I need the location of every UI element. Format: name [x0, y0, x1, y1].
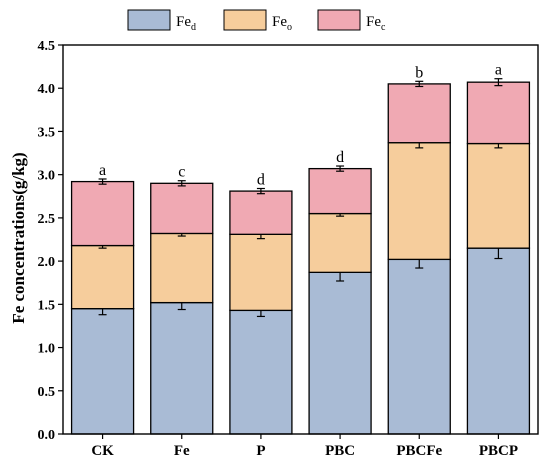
y-axis-label: Fe concentrations(g/kg) — [9, 152, 28, 323]
legend-label-fe-o: Feo — [272, 14, 292, 33]
bar-pbcfe-fe-c — [387, 83, 451, 144]
bar-ck-fe-o — [70, 244, 135, 310]
bar-pbc-fe-c — [308, 167, 372, 215]
legend-swatch-fe-o — [223, 9, 267, 31]
significance-letter: d — [257, 171, 265, 188]
y-tick-label: 0.0 — [38, 428, 56, 443]
y-tick-label: 2.5 — [38, 212, 56, 227]
significance-letter: d — [336, 149, 344, 166]
y-tick-label: 4.5 — [38, 39, 56, 54]
x-tick-label-ck: CK — [91, 443, 114, 459]
bar-fe-fe-c — [150, 182, 214, 235]
legend-swatch-fe-c — [317, 9, 361, 31]
bar-pbcfe-fe-o — [387, 142, 451, 261]
legend-swatch-fe-d — [127, 9, 171, 31]
legend-label-fe-d: Fed — [176, 14, 196, 33]
x-tick-label-p: P — [256, 443, 265, 459]
bar-pbcp-fe-c — [466, 81, 531, 145]
bar-fe-fe-d — [150, 301, 214, 435]
bar-p-fe-c — [229, 190, 293, 235]
legend-label-fe-c: Fec — [366, 14, 386, 33]
plot-area: cbaCKcabcFecadPbbdPBCababPBCFeaabaPBCP0.… — [38, 39, 539, 459]
y-tick-label: 2.0 — [38, 255, 56, 270]
x-tick-label-pbc: PBC — [325, 443, 355, 459]
bar-pbc-fe-o — [308, 212, 372, 273]
bar-ck-fe-c — [70, 180, 135, 247]
x-tick-label-pbcp: PBCP — [479, 443, 518, 459]
y-tick-label: 1.0 — [38, 342, 56, 357]
axes-frame — [62, 44, 539, 435]
bar-fe-fe-o — [150, 232, 214, 304]
significance-letter: c — [178, 164, 185, 181]
significance-letter: a — [99, 162, 106, 179]
y-tick-label: 1.5 — [38, 298, 56, 313]
y-tick-label: 3.5 — [38, 125, 56, 140]
bar-p-fe-d — [229, 309, 293, 435]
x-tick-label-pbcfe: PBCFe — [396, 443, 442, 459]
bar-ck-fe-d — [70, 308, 135, 435]
y-tick-label: 3.0 — [38, 169, 56, 184]
bar-p-fe-o — [229, 233, 293, 312]
y-tick-label: 4.0 — [38, 82, 56, 97]
bar-pbcp-fe-o — [466, 142, 531, 249]
bar-pbcp-fe-d — [466, 247, 531, 435]
legend: Fed Feo Fec — [127, 9, 386, 33]
significance-letter: b — [415, 64, 423, 81]
bar-pbcfe-fe-d — [387, 258, 451, 435]
significance-letter: a — [495, 62, 502, 79]
y-tick-label: 0.5 — [38, 385, 56, 400]
bar-pbc-fe-d — [308, 271, 372, 435]
x-tick-label-fe: Fe — [174, 443, 190, 459]
